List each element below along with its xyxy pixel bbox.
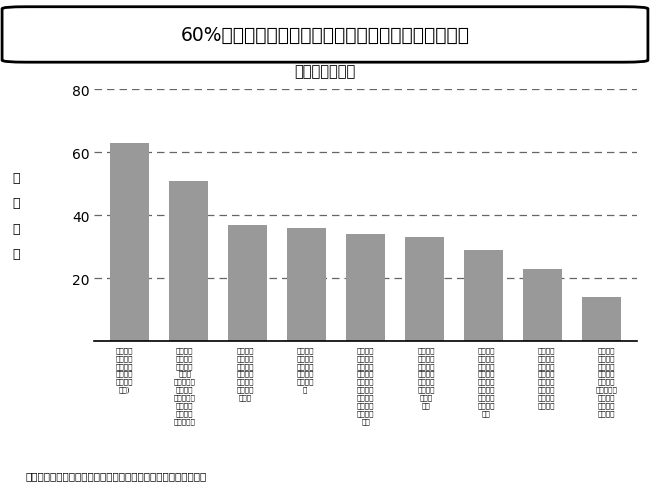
Text: メンタル
ヘルス対
策に取り
組んでい
る事業所
計１): メンタル ヘルス対 策に取り 組んでい る事業所 計１)	[116, 346, 133, 392]
Text: メンタル
ヘルス対
策に関す
る問題点
を解決す
るための
計画の策
定と実施: メンタル ヘルス対 策に関す る問題点 を解決す るための 計画の策 定と実施	[538, 346, 555, 408]
Bar	[406, 238, 444, 342]
Text: 施: 施	[12, 197, 20, 210]
Bar	[582, 298, 621, 342]
Bar	[170, 182, 208, 342]
Text: 実: 実	[12, 171, 20, 184]
Text: 実施割合と内容: 実施割合と内容	[294, 64, 356, 80]
Text: 職場環境
等の評価
及び改善
（スト
レスチェッ
ク結果の
集団（部、
課など）
ごとの分
析を含む）: 職場環境 等の評価 及び改善 （スト レスチェッ ク結果の 集団（部、 課など）…	[174, 346, 196, 424]
Text: 合: 合	[12, 247, 20, 261]
Bar	[287, 228, 326, 342]
Bar	[228, 225, 266, 342]
Text: メンタル
ヘルス対
策に関す
る事業所
内の産業
保健スタッ
フへの教
育研修・
情報提供: メンタル ヘルス対 策に関す る事業所 内の産業 保健スタッ フへの教 育研修・…	[596, 346, 618, 416]
Text: 出所：厚生労働省　令和４年「労働安全衛生調査（実態調査）」: 出所：厚生労働省 令和４年「労働安全衛生調査（実態調査）」	[26, 471, 207, 481]
Text: メンタル
ヘルス対
策につい
て、衛生
委員会又
は安全衛
生委員会
での調査
審議: メンタル ヘルス対 策につい て、衛生 委員会又 は安全衛 生委員会 での調査 …	[478, 346, 495, 416]
Bar	[346, 235, 385, 342]
Text: メンタル
ヘルス対
策に関す
る管理監
督者への
教育研修
・情報
提供: メンタル ヘルス対 策に関す る管理監 督者への 教育研修 ・情報 提供	[417, 346, 435, 408]
Text: 割: 割	[12, 222, 20, 235]
Bar	[523, 269, 562, 342]
Text: 60%の企業で下記のようなメンタルヘルス対策を実施: 60%の企業で下記のようなメンタルヘルス対策を実施	[181, 26, 469, 45]
Bar	[465, 250, 503, 342]
Text: メンタル
ヘルス対
策に関す
る労働者
への教育
研修・情
報提供: メンタル ヘルス対 策に関す る労働者 への教育 研修・情 報提供	[236, 346, 254, 400]
FancyBboxPatch shape	[2, 8, 648, 63]
Bar	[111, 143, 149, 342]
Text: メンタル
ヘルス対
策の実務
を行う担
当者の選
任: メンタル ヘルス対 策の実務 を行う担 当者の選 任	[296, 346, 314, 392]
Text: 健康診断
後の保健
指導等を
通じた産
業保健ス
タッフに
よるメン
タルヘル
ス対策の
実施: 健康診断 後の保健 指導等を 通じた産 業保健ス タッフに よるメン タルヘル …	[357, 346, 374, 424]
